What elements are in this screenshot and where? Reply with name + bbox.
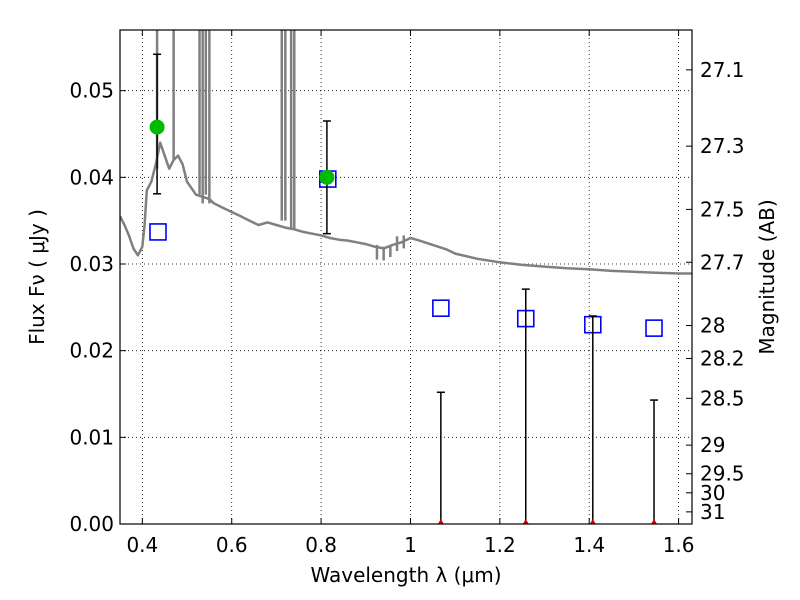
x-tick-label: 1 <box>404 533 417 557</box>
magnitude-tick-label: 27.3 <box>700 134 745 158</box>
y-tick-label: 0.03 <box>69 252 114 276</box>
magnitude-tick-label: 28.5 <box>700 386 745 410</box>
y-axis-label: Flux Fν ( μJy ) <box>25 209 49 345</box>
magnitude-tick-label: 28 <box>700 314 725 338</box>
magnitude-tick-label: 27.7 <box>700 250 745 274</box>
detection-point <box>319 169 335 185</box>
magnitude-tick-label: 27.1 <box>700 58 745 82</box>
magnitude-tick-label: 28.2 <box>700 346 745 370</box>
detection-point <box>149 119 165 135</box>
y-tick-label: 0.02 <box>69 339 114 363</box>
magnitude-tick-label: 27.5 <box>700 197 745 221</box>
model-photometry-square <box>432 299 450 318</box>
limit-marker <box>651 519 658 524</box>
magnitude-tick-label: 29 <box>700 433 725 457</box>
magnitude-tick-label: 31 <box>700 500 725 524</box>
x-tick-label: 0.4 <box>126 533 158 557</box>
x-tick-label: 0.6 <box>216 533 248 557</box>
y-axis-label-right: Magnitude (AB) <box>755 199 779 354</box>
x-tick-label: 1.2 <box>484 533 516 557</box>
y-tick-label: 0.01 <box>69 425 114 449</box>
limit-marker <box>437 519 444 524</box>
x-tick-label: 1.6 <box>663 533 695 557</box>
plot-frame <box>119 29 693 525</box>
limit-marker <box>522 519 529 524</box>
y-tick-label: 0.04 <box>69 165 114 189</box>
model-photometry-square <box>645 319 663 337</box>
tick-labels: 0.4 0.6 0.8 1 1.2 1.4 1.6 0.00 0.01 0.02 0.03 0.04 0… <box>69 58 744 557</box>
x-tick-label: 1.4 <box>573 533 605 557</box>
y-tick-label: 0.00 <box>69 512 114 536</box>
limit-marker <box>589 519 596 524</box>
y-tick-label: 0.05 <box>69 79 114 103</box>
tick-marks <box>120 30 692 525</box>
magnitude-tick-label: 30 <box>700 481 725 505</box>
data-layer <box>120 30 692 524</box>
magnitude-tick-label: 29.5 <box>700 462 745 486</box>
x-tick-label: 0.8 <box>305 533 337 557</box>
model-photometry-square <box>149 223 167 241</box>
x-axis-label: Wavelength λ (μm) <box>310 563 501 587</box>
